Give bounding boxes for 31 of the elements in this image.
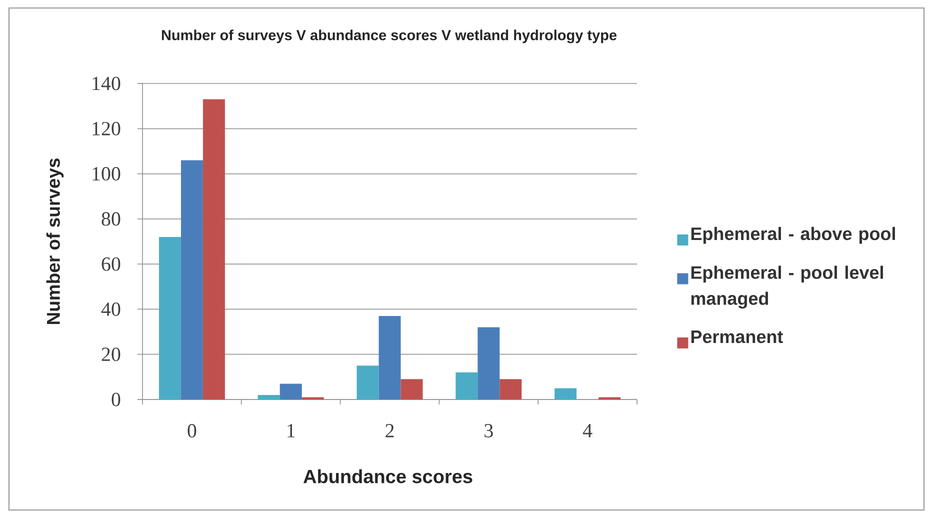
y-tick-label: 140: [92, 76, 120, 90]
bar: [400, 379, 423, 400]
y-tick-label: 80: [102, 212, 120, 226]
x-tick-label: 3: [484, 424, 493, 438]
bar: [378, 316, 401, 400]
bar: [554, 388, 577, 400]
chart-title: Number of surveys V abundance scores V wetland hydrology type: [162, 30, 617, 44]
bar: [356, 366, 379, 400]
bar: [180, 160, 203, 400]
x-tick-label: 4: [582, 424, 592, 438]
legend-label: Permanent: [691, 330, 784, 344]
y-tick-label: 0: [112, 392, 120, 406]
x-axis-title: Abundance scores: [303, 469, 472, 484]
y-tick-label: 60: [102, 257, 120, 271]
bar: [202, 99, 225, 400]
y-tick-label: 120: [92, 122, 120, 136]
bar: [478, 327, 500, 400]
y-axis-title: Number of surveys: [46, 158, 64, 324]
legend-label: Ephemeral - above pool: [691, 226, 895, 244]
x-tick-label: 2: [386, 424, 394, 438]
y-tick-label: 40: [101, 302, 120, 316]
bar: [280, 384, 302, 400]
bar: [158, 236, 181, 400]
bar: [456, 372, 478, 400]
legend-label: Ephemeral - pool level managed: [691, 266, 883, 309]
y-tick-label: 20: [102, 348, 120, 362]
x-tick-label: 1: [288, 424, 295, 438]
x-tick-label: 0: [188, 424, 196, 438]
bar: [258, 394, 280, 400]
y-tick-label: 100: [92, 167, 120, 181]
bar: [500, 379, 522, 400]
